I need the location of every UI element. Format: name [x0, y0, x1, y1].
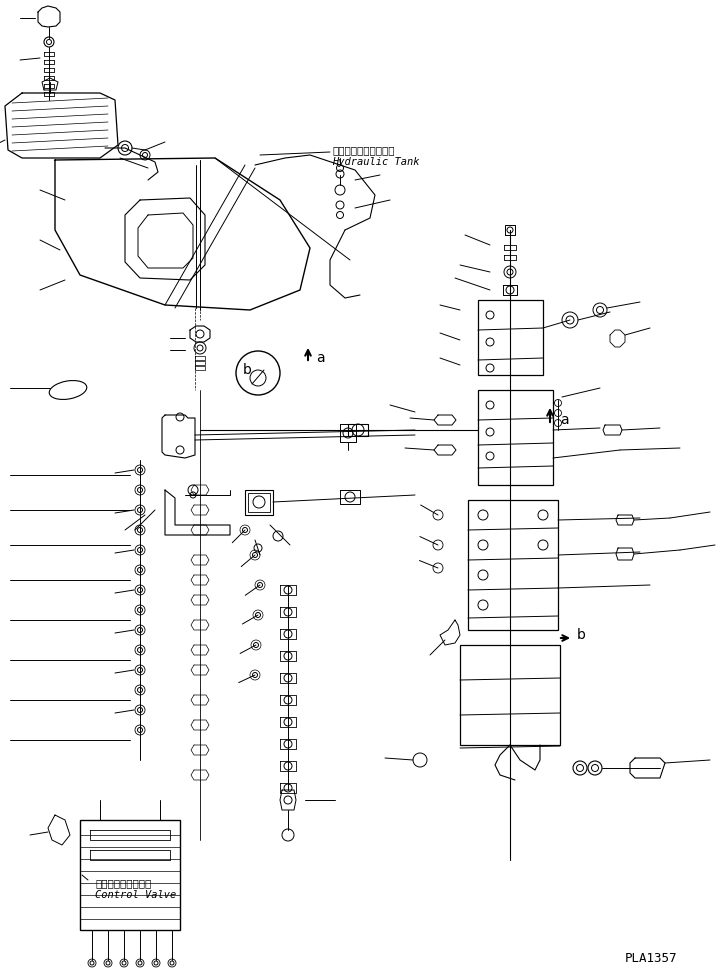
- Bar: [468, 500, 558, 630]
- Text: ハイドロリックタンク: ハイドロリックタンク: [332, 145, 395, 155]
- Text: b: b: [243, 363, 252, 377]
- Text: コントロールバルブ: コントロールバルブ: [95, 878, 151, 888]
- Text: a: a: [316, 351, 324, 365]
- Bar: [478, 300, 543, 375]
- Text: Hydraulic Tank: Hydraulic Tank: [332, 157, 419, 167]
- Text: b: b: [577, 628, 586, 642]
- Text: PLA1357: PLA1357: [625, 952, 677, 964]
- Text: a: a: [560, 413, 569, 427]
- Text: Control Valve: Control Valve: [95, 890, 176, 900]
- Bar: [245, 490, 273, 515]
- Bar: [460, 645, 560, 745]
- Bar: [248, 493, 270, 512]
- Bar: [80, 820, 180, 930]
- Bar: [478, 390, 553, 485]
